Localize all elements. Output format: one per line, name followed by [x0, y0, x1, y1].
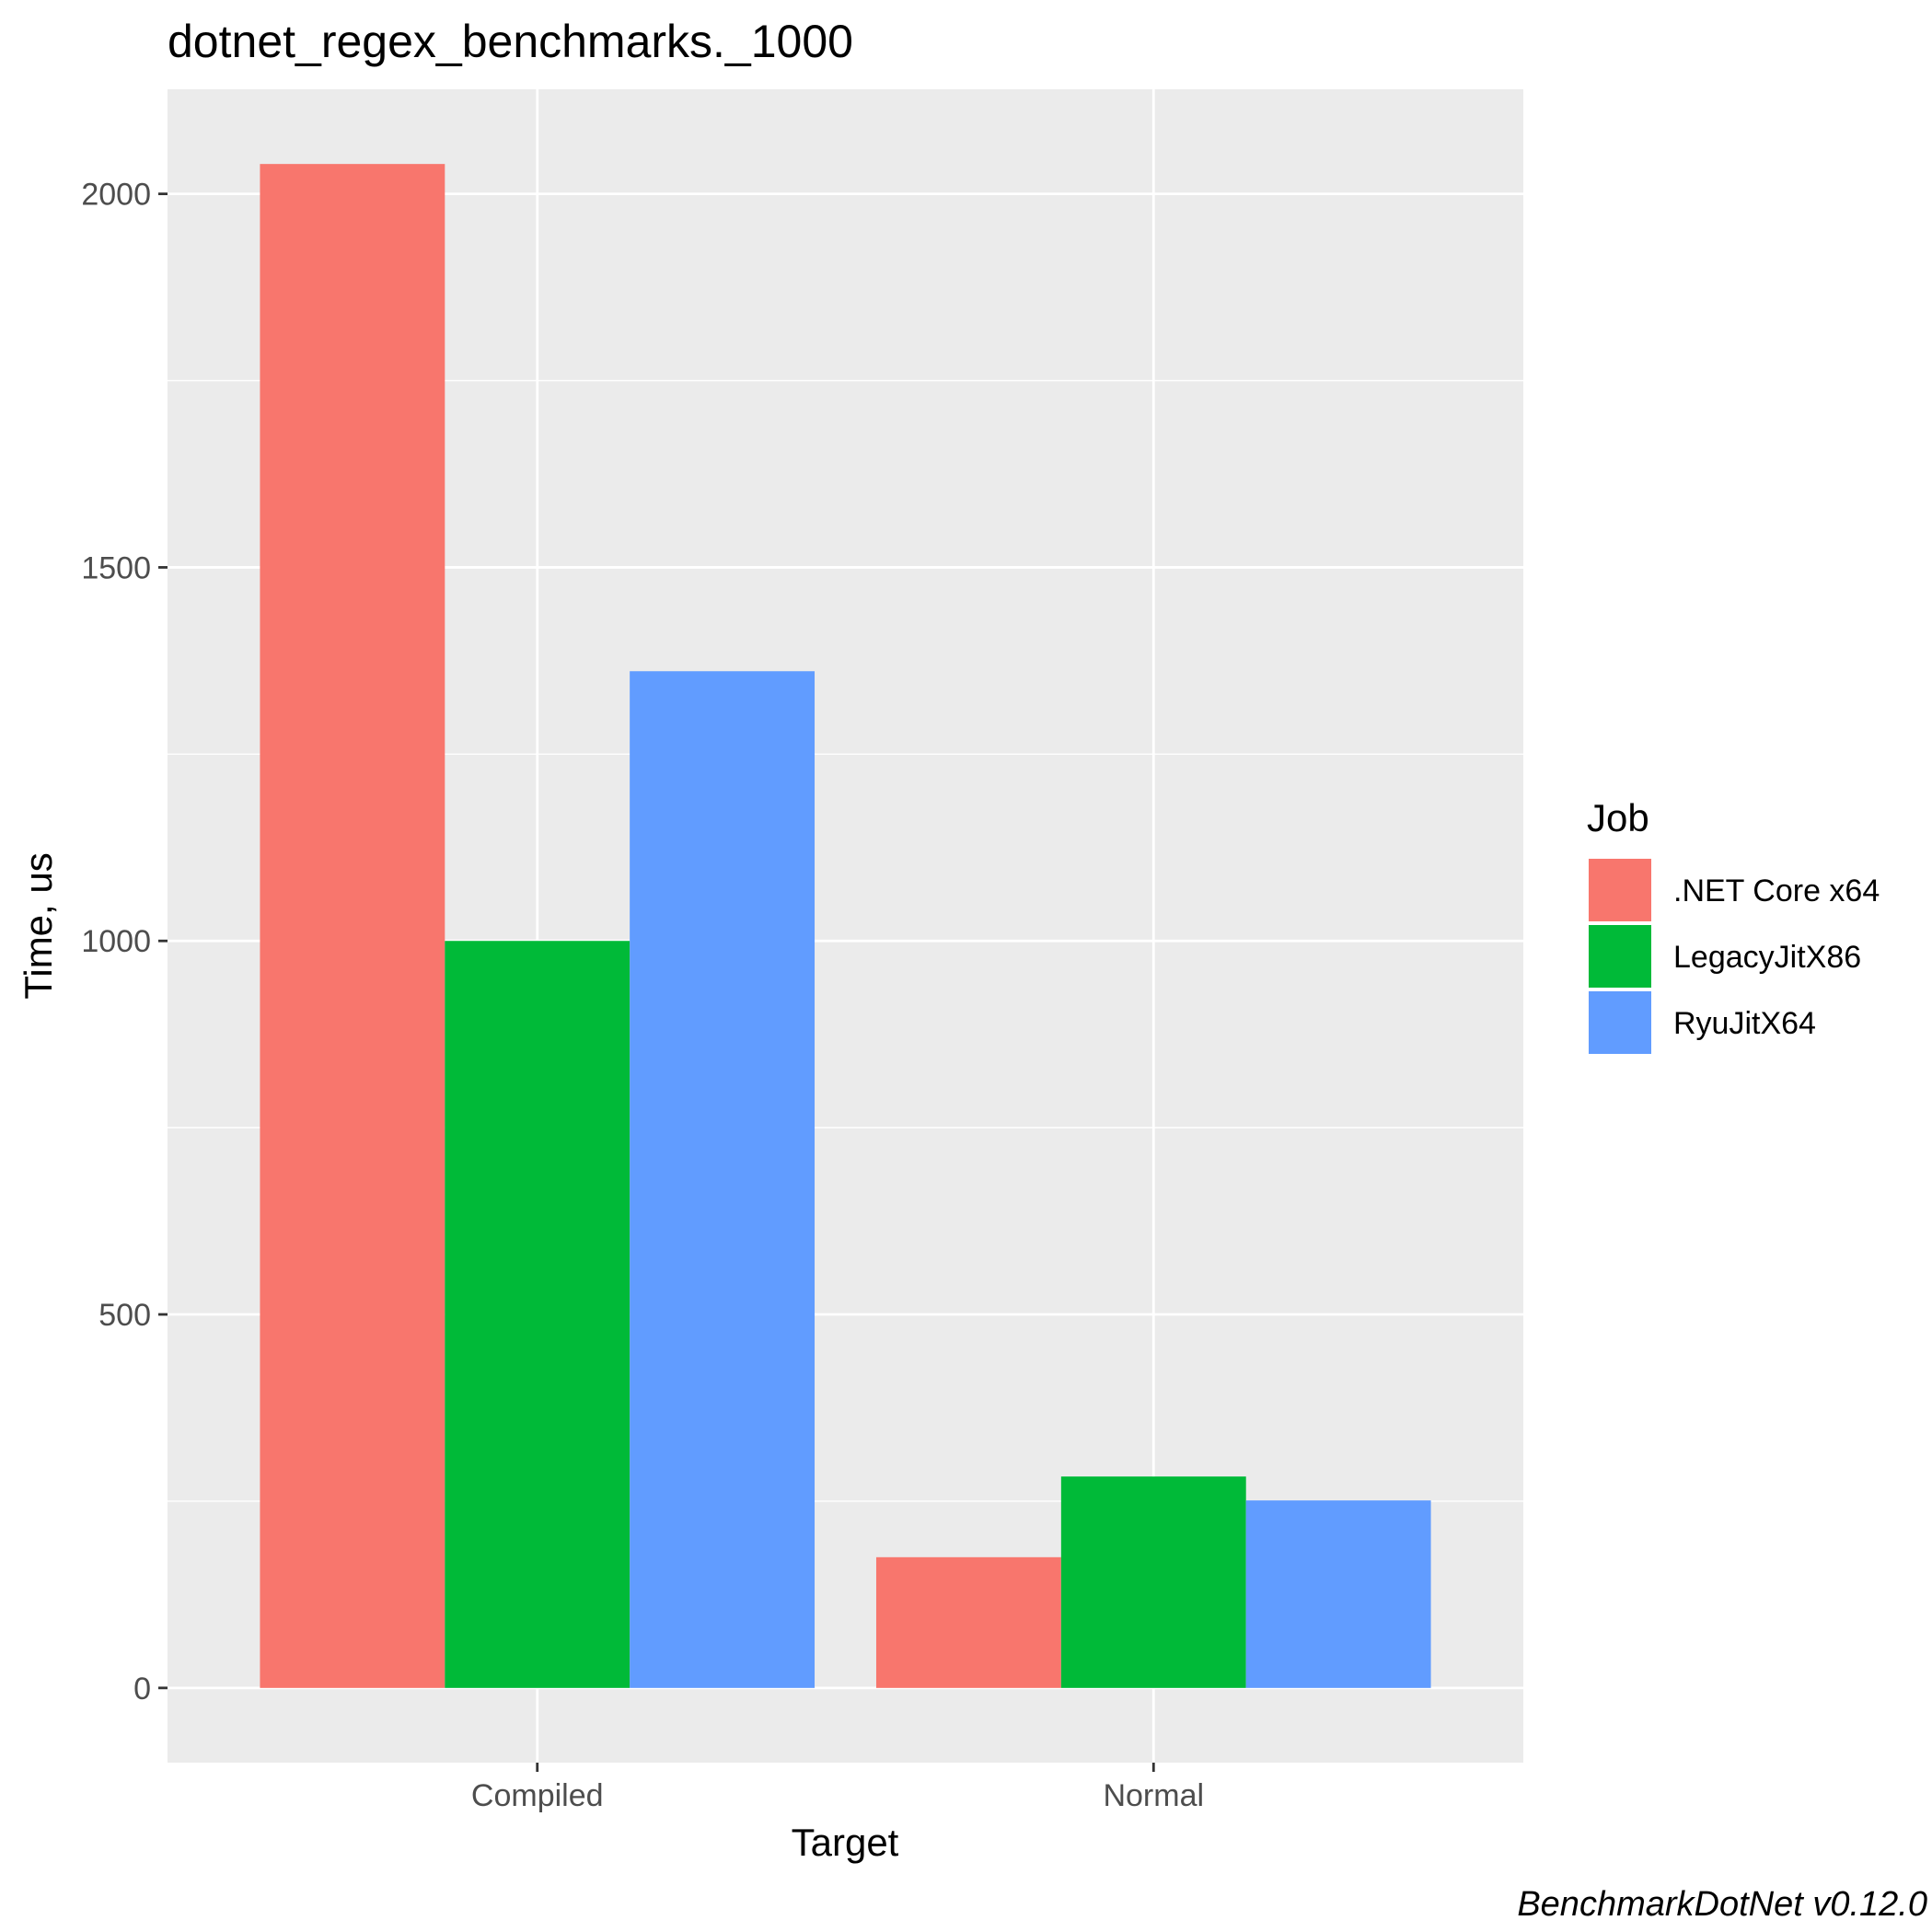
caption: BenchmarkDotNet v0.12.0	[1517, 1885, 1927, 1924]
x-tick-label: Compiled	[471, 1778, 604, 1813]
bars	[260, 164, 1431, 1688]
legend-key	[1589, 925, 1651, 988]
x-axis: Compiled Normal	[471, 1763, 1204, 1813]
y-tick-label: 500	[98, 1298, 151, 1333]
legend-label: RyuJitX64	[1673, 1006, 1816, 1041]
legend-key	[1589, 991, 1651, 1054]
y-tick-label: 1000	[81, 924, 151, 959]
x-axis-title: Target	[792, 1821, 899, 1864]
y-axis: 0 500 1000 1500 2000	[81, 178, 168, 1706]
y-tick-label: 2000	[81, 178, 151, 213]
chart-title: dotnet_regex_benchmarks._1000	[168, 16, 853, 67]
y-axis-title: Time, us	[17, 852, 60, 999]
bar	[1060, 1476, 1246, 1688]
bar	[875, 1556, 1061, 1688]
legend-label: LegacyJitX86	[1673, 940, 1861, 975]
legend-key	[1589, 859, 1651, 921]
x-tick-label: Normal	[1103, 1778, 1204, 1813]
legend: Job .NET Core x64 LegacyJitX86 RyuJitX64	[1587, 796, 1880, 1054]
bar	[445, 941, 631, 1688]
y-tick-label: 0	[133, 1672, 151, 1706]
legend-title: Job	[1587, 796, 1649, 839]
bar	[260, 164, 445, 1688]
bar	[630, 671, 816, 1688]
bar	[1245, 1500, 1431, 1688]
legend-label: .NET Core x64	[1673, 873, 1880, 908]
y-tick-label: 1500	[81, 550, 151, 585]
